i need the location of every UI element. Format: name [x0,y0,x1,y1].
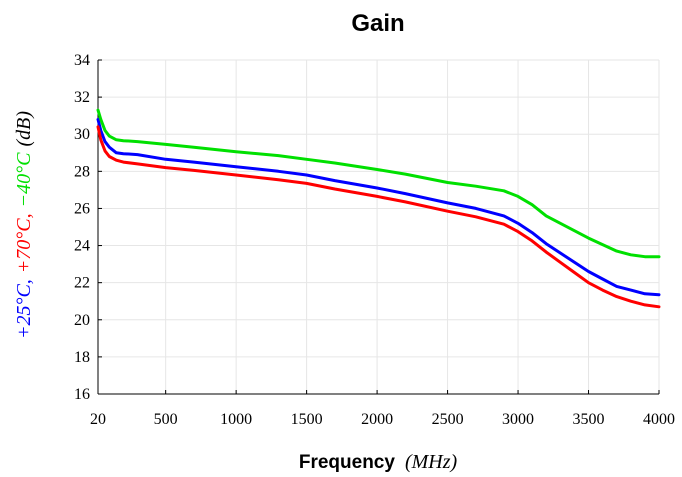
y-axis-label: +25°C, +70°C, −40°C (dB) [13,111,35,339]
tick-labels: 20 500 1000 1500 2000 2500 3000 3500 4000 16 18 20 2… [74,52,675,428]
x-tick-label: 1000 [220,411,252,428]
y-tick-label: 20 [74,312,90,329]
y-tick-label: 26 [74,200,90,217]
y-tick-label: 28 [74,163,90,180]
y-tick-label: 24 [74,238,90,255]
axes [97,59,660,395]
y-tick-label: 22 [74,275,90,292]
y-axis-label-part: −40°C [13,152,35,207]
y-tick-label: 18 [74,349,90,366]
x-axis-label-unit: (MHz) [405,451,458,473]
x-tick-label: 4000 [643,411,675,428]
x-tick-label: 3500 [573,411,605,428]
y-tick-label: 34 [74,52,90,69]
series-line-1 [96,117,661,297]
x-tick-label: 2500 [432,411,464,428]
series-line-2 [96,125,661,309]
y-tick-label: 30 [74,126,90,143]
x-tick-label: 20 [90,411,106,428]
y-axis-label-part: +70°C, [13,213,35,273]
x-tick-label: 1500 [291,411,323,428]
x-axis-label-text: Frequency [299,452,396,473]
grid-lines [97,59,660,395]
x-tick-label: 2000 [361,411,393,428]
y-axis-label-part: (dB) [13,111,35,147]
chart-title: Gain [351,10,404,37]
y-axis-label-part: +25°C, [13,279,35,339]
y-tick-label: 16 [74,386,90,403]
x-tick-label: 3000 [502,411,534,428]
y-tick-label: 32 [74,89,90,106]
x-tick-label: 500 [154,411,178,428]
series-line-3 [96,108,661,259]
series-lines [96,108,661,309]
x-axis-label: Frequency (MHz) [299,451,458,473]
